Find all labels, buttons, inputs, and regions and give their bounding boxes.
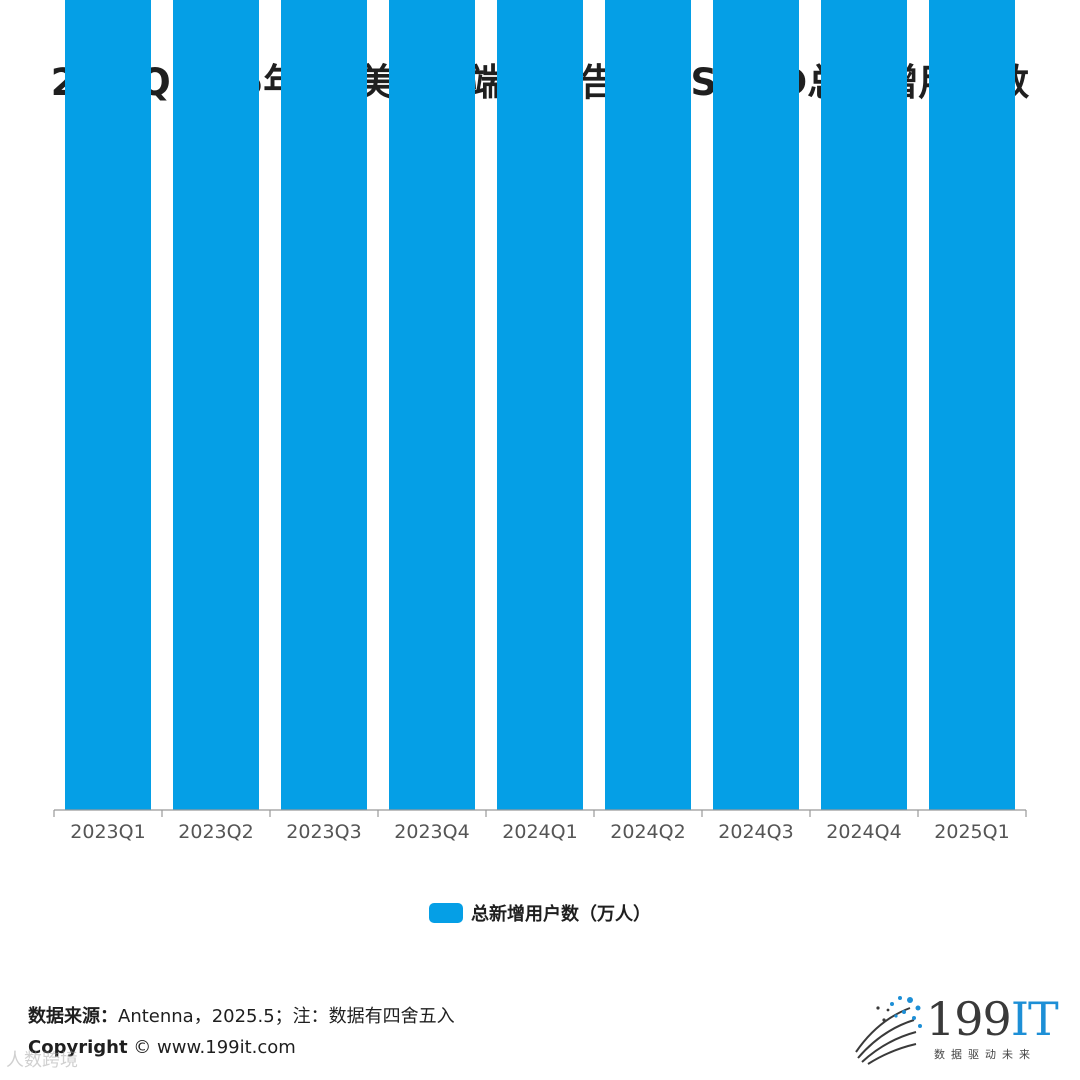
- source-label: 数据来源：: [28, 1006, 118, 1027]
- x-tick-label-2023Q4: 2023Q4: [394, 821, 469, 843]
- x-tick-label-2024Q3: 2024Q3: [718, 821, 793, 843]
- legend: 总新增用户数（万人）: [0, 900, 1080, 926]
- logo-subtitle: 数据驱动未来: [934, 1048, 1036, 1061]
- bar-2024Q2: [605, 0, 691, 810]
- copyright-label: Copyright: [28, 1037, 128, 1058]
- x-tick-label-2023Q3: 2023Q3: [286, 821, 361, 843]
- bar-2024Q1: [497, 0, 583, 810]
- logo-text: 199IT: [926, 992, 1059, 1046]
- bar-chart: 22402023Q122402023Q225602023Q323402023Q4…: [53, 0, 1027, 843]
- x-tick-label-2024Q2: 2024Q2: [610, 821, 685, 843]
- copyright-text: © www.199it.com: [133, 1037, 296, 1058]
- x-tick-label-2023Q1: 2023Q1: [70, 821, 145, 843]
- x-tick-label-2024Q4: 2024Q4: [826, 821, 901, 843]
- x-tick-label-2024Q1: 2024Q1: [502, 821, 577, 843]
- copyright: Copyright © www.199it.com: [28, 1037, 296, 1058]
- x-tick-label-2023Q2: 2023Q2: [178, 821, 253, 843]
- bar-2023Q1: [65, 0, 151, 810]
- bar-2023Q2: [173, 0, 259, 810]
- bar-2025Q1: [929, 0, 1015, 811]
- source-text: Antenna，2025.5；注：数据有四舍五入: [118, 1006, 455, 1027]
- x-tick-label-2025Q1: 2025Q1: [934, 821, 1009, 843]
- data-source: 数据来源：Antenna，2025.5；注：数据有四舍五入: [28, 1002, 455, 1028]
- watermark: 人数跨境: [6, 1050, 78, 1071]
- bar-2023Q3: [281, 0, 367, 810]
- bar-2024Q4: [821, 0, 907, 810]
- bar-2023Q4: [389, 0, 475, 811]
- logo: 199IT 数据驱动未来: [848, 990, 1068, 1070]
- logo-icon: [855, 996, 922, 1065]
- bar-2024Q3: [713, 0, 799, 810]
- legend-label: 总新增用户数（万人）: [471, 904, 651, 925]
- legend-swatch: [429, 903, 463, 923]
